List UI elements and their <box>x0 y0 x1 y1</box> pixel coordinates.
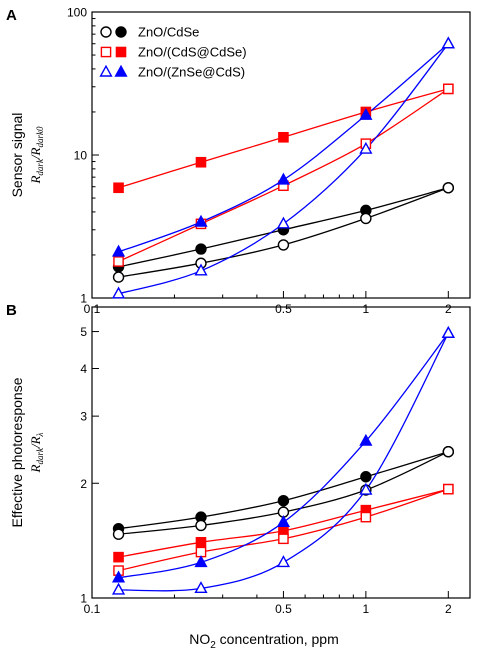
x-axis-title: NO2 concentration, ppm <box>189 631 339 651</box>
data-point <box>194 555 208 568</box>
data-point <box>441 325 455 338</box>
series-line <box>118 332 449 592</box>
data-point <box>359 107 373 120</box>
y-tick-label: 1 <box>80 292 87 306</box>
panel-letter: B <box>6 302 17 319</box>
legend-marker-filled <box>115 26 127 38</box>
data-point <box>360 511 372 523</box>
y-tick-label: 4 <box>80 362 87 376</box>
x-tick-label: 1 <box>363 602 370 616</box>
panel-letter: A <box>6 7 17 24</box>
data-point <box>442 445 455 458</box>
x-tick-label: 0.5 <box>275 602 292 616</box>
legend-label: ZnO/(ZnSe@CdS) <box>138 65 245 80</box>
legend: ZnO/CdSe ZnO/(CdS@CdSe) ZnO/(ZnSe@CdS) <box>99 25 247 80</box>
data-point <box>278 533 289 545</box>
data-point <box>278 131 289 143</box>
data-point <box>111 582 126 595</box>
data-point <box>113 551 124 563</box>
data-point <box>194 581 208 594</box>
data-point <box>359 433 373 446</box>
panel-b: 0.1 0.5 1 2 1 2 3 4 5 B Effective photoresponse Rda… <box>6 302 471 616</box>
data-point <box>111 570 126 583</box>
data-point <box>442 182 455 194</box>
data-point <box>194 263 208 276</box>
plot-frame <box>91 306 471 599</box>
legend-marker-filled <box>114 64 128 77</box>
data-point <box>195 519 207 532</box>
data-point <box>195 156 207 168</box>
series-line <box>118 332 449 579</box>
y-tick-label: 100 <box>67 6 87 20</box>
y-axis-title: Effective photoresponse <box>9 377 25 527</box>
data-point <box>360 212 372 225</box>
data-point <box>276 555 291 568</box>
y-tick-label: 10 <box>74 149 88 163</box>
legend-marker-filled <box>115 46 127 58</box>
data-point <box>277 239 290 251</box>
y-axis-formula: Rdark/Rdark0 <box>28 126 45 185</box>
legend-marker-open <box>99 64 113 77</box>
data-point <box>195 243 207 255</box>
data-point <box>359 141 373 154</box>
legend-marker-open <box>100 46 112 58</box>
x-tick-label: 2 <box>445 302 452 316</box>
plot-frame <box>91 11 471 299</box>
legend-label: ZnO/(CdS@CdSe) <box>138 45 247 60</box>
x-tick-label: 2 <box>445 602 452 616</box>
data-point <box>277 494 290 507</box>
data-point <box>195 536 207 548</box>
y-tick-label: 5 <box>80 325 87 339</box>
y-axis-formula: Rdark/Rλ <box>28 432 45 473</box>
data-point <box>112 528 125 540</box>
data-point <box>443 83 454 95</box>
data-point <box>111 244 126 257</box>
data-point <box>113 256 124 267</box>
x-tick-label: 0.1 <box>84 602 101 616</box>
data-point <box>111 286 126 299</box>
x-tick-label: 0.5 <box>275 302 292 316</box>
data-point <box>194 214 208 227</box>
series-line <box>118 43 449 295</box>
data-point <box>443 483 454 495</box>
data-point <box>276 172 291 185</box>
data-point <box>276 515 291 527</box>
legend-marker-open <box>100 26 112 38</box>
x-tick-label: 1 <box>363 302 370 316</box>
y-tick-label: 2 <box>80 477 87 491</box>
data-point <box>441 36 455 49</box>
y-axis-title: Sensor signal <box>9 113 25 198</box>
y-tick-label: 1 <box>80 592 87 606</box>
data-point <box>113 182 124 194</box>
data-point <box>359 482 373 495</box>
legend-label: ZnO/CdSe <box>138 25 199 40</box>
data-point <box>276 216 291 229</box>
data-point <box>112 271 125 283</box>
data-point <box>360 471 372 483</box>
y-tick-label: 3 <box>80 410 87 424</box>
